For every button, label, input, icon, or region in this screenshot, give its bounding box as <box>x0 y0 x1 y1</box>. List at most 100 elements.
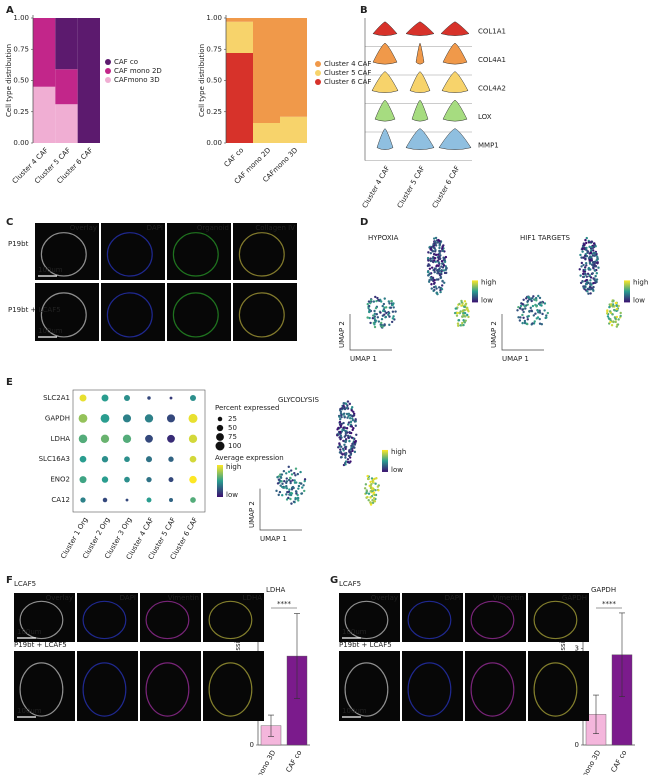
micro-signal <box>82 662 127 717</box>
cell-point <box>345 427 349 430</box>
channel-label: Vimentin <box>493 594 524 602</box>
cell-point <box>581 250 584 253</box>
cell-point <box>589 259 592 262</box>
cell-point <box>534 303 537 307</box>
cell-point <box>338 415 341 418</box>
cell-point <box>348 450 351 453</box>
cell-point <box>458 302 461 306</box>
cell-point <box>463 321 466 324</box>
cell-point <box>277 493 280 497</box>
cell-point <box>463 300 467 303</box>
channel-label: Overlay <box>70 224 97 232</box>
cell-point <box>347 412 351 415</box>
cell-point <box>596 258 599 261</box>
dot <box>79 455 87 463</box>
cell-point <box>353 441 356 444</box>
channel-label: Overlay <box>371 594 398 602</box>
x-tick-label: CAF mono 3D <box>247 749 278 775</box>
cell-point <box>381 304 384 308</box>
violin <box>405 21 435 36</box>
cell-point <box>287 470 291 473</box>
cell-point <box>296 493 299 497</box>
size-key <box>216 424 224 432</box>
micro-image <box>233 283 297 341</box>
color-key <box>382 449 388 472</box>
cell-point <box>394 310 397 313</box>
dot <box>123 394 131 402</box>
micro-image <box>203 651 264 721</box>
cell-point <box>588 274 591 277</box>
cell-point <box>516 309 519 312</box>
legend-title: Average expression <box>215 454 284 462</box>
cell-point <box>348 439 351 443</box>
cell-point <box>616 323 620 326</box>
cell-point <box>433 247 436 250</box>
cell-point <box>349 460 352 463</box>
cell-point <box>350 425 353 428</box>
cell-point <box>340 422 343 426</box>
cell-point <box>455 314 459 317</box>
cell-point <box>297 499 300 502</box>
cell-point <box>385 311 388 315</box>
x-tick-label: CAF co <box>610 749 629 774</box>
cell-point <box>438 240 441 243</box>
cell-point <box>353 450 357 454</box>
cell-point <box>427 251 430 254</box>
x-axis-label: UMAP 1 <box>260 535 287 543</box>
cell-point <box>466 308 469 311</box>
cell-point <box>433 269 436 272</box>
cell-point <box>383 324 386 327</box>
cell-point <box>582 256 585 259</box>
cell-point <box>538 309 541 312</box>
cell-point <box>292 500 296 503</box>
cell-point <box>369 321 372 325</box>
violin <box>440 21 470 36</box>
cell-point <box>467 315 470 319</box>
cell-point <box>609 320 612 324</box>
cell-point <box>387 311 391 315</box>
cell-point <box>522 316 525 319</box>
dot <box>144 414 154 423</box>
y-tick-label: 0.50 <box>206 77 222 85</box>
cell-point <box>429 259 433 262</box>
cell-point <box>391 317 395 320</box>
micro-image <box>402 651 463 721</box>
cell-point <box>345 412 349 416</box>
size-key <box>217 416 223 422</box>
cell-point <box>344 456 347 459</box>
cell-point <box>342 426 345 429</box>
micro-signal <box>208 662 253 717</box>
umap-title: HIF1 TARGETS <box>520 234 571 242</box>
cell-point <box>281 485 284 489</box>
violin <box>374 99 396 122</box>
cell-point <box>595 272 599 275</box>
umap-title: GLYCOLYSIS <box>278 396 319 404</box>
cell-point <box>344 431 348 434</box>
size-key-label: 50 <box>228 424 237 432</box>
cell-point <box>531 322 534 325</box>
cell-point <box>585 275 589 278</box>
cell-point <box>290 473 294 476</box>
cell-point <box>533 320 536 323</box>
cell-point <box>300 492 304 495</box>
cell-point <box>613 309 616 312</box>
cell-point <box>531 296 534 300</box>
cell-point <box>546 311 550 315</box>
cell-point <box>438 252 441 255</box>
micro-signal <box>238 232 285 277</box>
y-tick-label: 0.75 <box>13 45 29 53</box>
cell-point <box>373 493 377 497</box>
dot <box>147 396 151 400</box>
cell-point <box>283 480 286 483</box>
cell-point <box>291 485 295 489</box>
gene-label: GAPDH <box>45 414 70 422</box>
violin <box>409 71 431 93</box>
cell-point <box>430 266 434 269</box>
scale-label: 100um <box>342 707 367 715</box>
cell-point <box>345 406 349 410</box>
cell-point <box>438 246 441 250</box>
cell-point <box>584 238 587 242</box>
dot <box>145 434 153 443</box>
cell-point <box>586 272 590 276</box>
cell-point <box>350 409 353 412</box>
